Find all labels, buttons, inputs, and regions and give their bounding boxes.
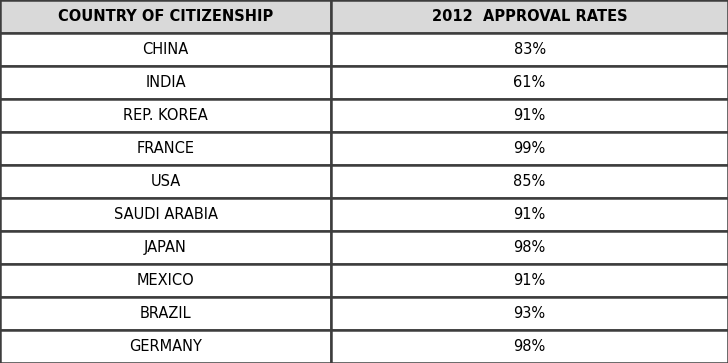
Text: SAUDI ARABIA: SAUDI ARABIA xyxy=(114,207,218,222)
Text: 91%: 91% xyxy=(513,207,546,222)
Text: USA: USA xyxy=(151,174,181,189)
Text: 91%: 91% xyxy=(513,108,546,123)
Text: 83%: 83% xyxy=(513,42,546,57)
Bar xyxy=(331,330,728,363)
Bar xyxy=(0,165,331,198)
Text: INDIA: INDIA xyxy=(146,75,186,90)
Bar xyxy=(0,0,331,33)
Text: CHINA: CHINA xyxy=(143,42,189,57)
Text: 2012  APPROVAL RATES: 2012 APPROVAL RATES xyxy=(432,9,628,24)
Bar xyxy=(331,0,728,33)
Bar xyxy=(0,264,331,297)
Bar xyxy=(331,165,728,198)
Bar xyxy=(0,99,331,132)
Text: 61%: 61% xyxy=(513,75,546,90)
Text: FRANCE: FRANCE xyxy=(137,141,194,156)
Bar xyxy=(0,330,331,363)
Bar xyxy=(0,66,331,99)
Bar xyxy=(0,132,331,165)
Text: JAPAN: JAPAN xyxy=(144,240,187,255)
Bar xyxy=(331,231,728,264)
Text: 98%: 98% xyxy=(513,339,546,354)
Text: 91%: 91% xyxy=(513,273,546,288)
Bar xyxy=(331,132,728,165)
Bar xyxy=(0,33,331,66)
Text: GERMANY: GERMANY xyxy=(129,339,202,354)
Text: 85%: 85% xyxy=(513,174,546,189)
Bar xyxy=(331,66,728,99)
Text: REP. KOREA: REP. KOREA xyxy=(123,108,208,123)
Bar xyxy=(331,264,728,297)
Text: MEXICO: MEXICO xyxy=(137,273,194,288)
Bar xyxy=(0,198,331,231)
Bar xyxy=(331,297,728,330)
Text: 93%: 93% xyxy=(513,306,546,321)
Text: COUNTRY OF CITIZENSHIP: COUNTRY OF CITIZENSHIP xyxy=(58,9,273,24)
Bar xyxy=(0,297,331,330)
Text: 98%: 98% xyxy=(513,240,546,255)
Text: 99%: 99% xyxy=(513,141,546,156)
Bar xyxy=(331,99,728,132)
Bar xyxy=(331,198,728,231)
Text: BRAZIL: BRAZIL xyxy=(140,306,191,321)
Bar xyxy=(331,33,728,66)
Bar xyxy=(0,231,331,264)
